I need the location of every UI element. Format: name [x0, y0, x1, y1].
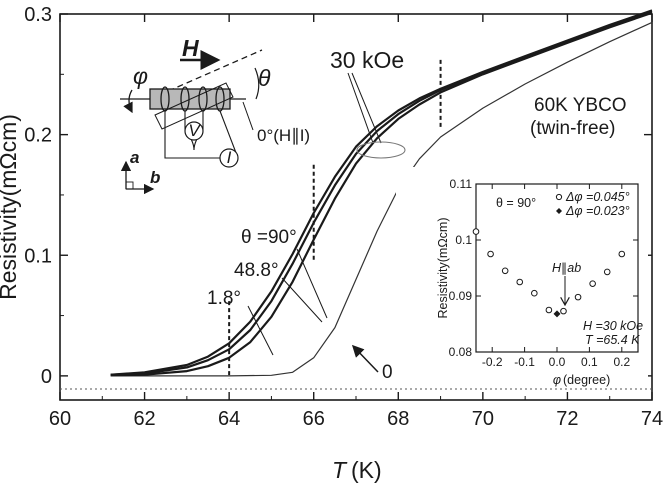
inset-x-tick-label: -0.1: [514, 355, 535, 369]
schematic-theta-label: θ: [258, 65, 271, 91]
inset-ticks: [476, 183, 638, 353]
angle-1-leader: [247, 305, 274, 356]
series-line-0: [110, 21, 653, 377]
x-tick-label: 60: [49, 408, 71, 430]
inset-x-tick-label: -0.2: [482, 355, 503, 369]
legend-diamond-marker: [556, 208, 562, 214]
current-wire-right: [219, 110, 239, 159]
legend-open-circle-label: Δφ =0.045°: [565, 190, 630, 204]
inset-arrow-label: H∥ab: [552, 261, 581, 275]
x-axis-unit: (K): [351, 457, 382, 483]
sample-label-line1: 60K YBCO: [534, 95, 627, 116]
current-wire-left: [164, 111, 220, 159]
ammeter: [219, 148, 239, 168]
y-tick-label: 0.3: [24, 4, 52, 26]
inset-chart: -0.2 -0.1 0.0 0.1 0.2 0.08 0.09 0.1 0.11 Resisti…: [396, 167, 648, 387]
x-tick-label: 62: [133, 408, 155, 430]
angle-48-label: 48.8°: [234, 260, 279, 281]
inset-open-point: [501, 267, 509, 275]
x-axis-symbol: T: [332, 457, 348, 483]
inset-open-point: [574, 293, 582, 301]
inset-diamond-point: [553, 310, 561, 318]
inset-open-point: [516, 278, 524, 286]
inset-open-point: [545, 306, 553, 314]
angle-1-label: 1.8°: [207, 288, 241, 309]
voltmeter-label: V: [188, 121, 201, 140]
x-tick-label: 66: [303, 408, 325, 430]
x-tick-label: 72: [556, 408, 578, 430]
field-30-ellipse: [356, 141, 406, 159]
zero-field-arrow: [351, 344, 379, 373]
axis-corner: [125, 181, 134, 190]
inset-y-tick-label: 0.11: [450, 177, 473, 191]
y-tick-label: 0: [41, 366, 52, 388]
theta-90-label: θ =90°: [241, 227, 297, 248]
inset-x-unit: (degree): [563, 373, 610, 387]
axis-b-label: b: [150, 168, 160, 187]
inset-y-tick-label: 0.09: [449, 289, 473, 303]
inset-x-tick-label: 0.2: [613, 355, 630, 369]
inset-open-point: [589, 280, 596, 287]
inset-x-tick-label: 0.1: [581, 355, 598, 369]
schematic-field-label: H: [182, 35, 199, 61]
inset-open-point: [472, 228, 480, 235]
inset-y-title: Resistivity(mΩcm): [436, 217, 450, 318]
sample-label-line2: (twin-free): [530, 118, 616, 139]
x-tick-label: 74: [641, 408, 663, 430]
main-tick-labels: 60 62 64 66 68 70 72 74 0 0.1 0.2 0.3: [24, 4, 663, 430]
schematic-phi-label: φ: [133, 63, 148, 89]
zero-angle-label: 0°(H∥I): [257, 126, 310, 145]
axis-a-label: a: [130, 148, 139, 167]
dashed-markers: [228, 59, 442, 379]
inset-x-tick-label: 0.0: [549, 355, 566, 369]
ammeter-label: I: [227, 148, 232, 167]
zero-angle-leader: [242, 101, 254, 131]
x-tick-label: 64: [218, 408, 240, 430]
field-30-leader-1: [347, 72, 374, 144]
inset-x-symbol: φ: [553, 373, 561, 387]
field-30-leader-2: [351, 72, 382, 144]
inset-open-point: [618, 250, 626, 258]
x-tick-label: 68: [387, 408, 409, 430]
series-line-1: [110, 9, 653, 376]
legend-diamond-label: Δφ =0.023°: [565, 204, 630, 218]
inset-condition-t: T =65.4 K: [585, 333, 640, 347]
x-tick-label: 70: [472, 408, 494, 430]
series-line-2: [110, 10, 653, 376]
inset-points: [472, 228, 626, 318]
series-group: [110, 9, 653, 377]
voltmeter: [184, 121, 204, 141]
inset-y-tick-label: 0.08: [449, 345, 473, 359]
y-axis-title: Resistivity(mΩcm): [0, 114, 21, 300]
inset-condition-h: H =30 kOe: [583, 319, 643, 333]
inset-open-point: [603, 268, 611, 276]
theta-arc: [254, 67, 260, 100]
series-line-3: [110, 11, 653, 377]
field-label-30koe: 30 kOe: [330, 47, 404, 73]
angle-48-leader: [281, 277, 323, 323]
inset-open-point: [531, 289, 538, 297]
theta-90-leader: [296, 248, 328, 319]
phi-rotation-arrow: [123, 89, 133, 114]
y-tick-label: 0.2: [24, 125, 52, 147]
measurement-schematic: H θ V I 0°(H∥I) φ a b: [120, 35, 310, 195]
y-tick-label: 0.1: [24, 245, 52, 267]
inset-tick-labels: -0.2 -0.1 0.0 0.1 0.2 0.08 0.09 0.1 0.11: [449, 177, 631, 369]
inset-background: [396, 167, 648, 387]
inset-open-point: [487, 250, 494, 258]
inset-theta-note: θ = 90°: [496, 196, 536, 210]
legend-open-circle-marker: [555, 193, 563, 201]
inset-open-point: [560, 307, 567, 315]
rotated-plane: [154, 82, 234, 130]
main-ticks: [59, 13, 653, 400]
inset-y-tick-label: 0.1: [455, 233, 472, 247]
